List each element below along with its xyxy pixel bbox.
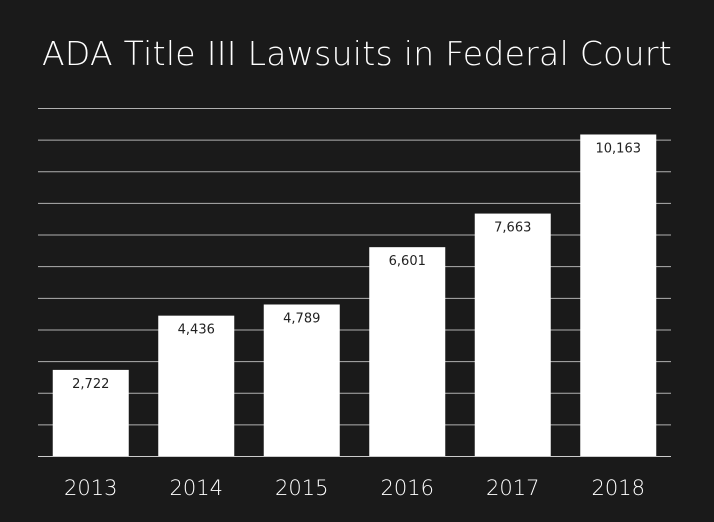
data-label: 2,722 xyxy=(72,377,109,392)
bar xyxy=(580,134,657,457)
data-label: 4,789 xyxy=(283,311,320,326)
bar xyxy=(369,247,446,456)
bar xyxy=(52,369,129,456)
x-tick-label: 2014 xyxy=(170,476,223,500)
chart-title: ADA Title III Lawsuits in Federal Court xyxy=(42,34,672,73)
x-tick-label: 2018 xyxy=(592,476,645,500)
x-tick-label: 2013 xyxy=(64,476,117,500)
x-tick-label: 2017 xyxy=(486,476,539,500)
bar xyxy=(474,213,551,456)
x-tick-label: 2016 xyxy=(381,476,434,500)
data-label: 4,436 xyxy=(178,323,215,338)
data-label: 10,163 xyxy=(596,141,642,156)
bar xyxy=(158,315,235,456)
bar xyxy=(263,304,340,456)
data-label: 6,601 xyxy=(389,254,426,269)
x-tick-label: 2015 xyxy=(275,476,328,500)
data-label: 7,663 xyxy=(494,221,531,236)
